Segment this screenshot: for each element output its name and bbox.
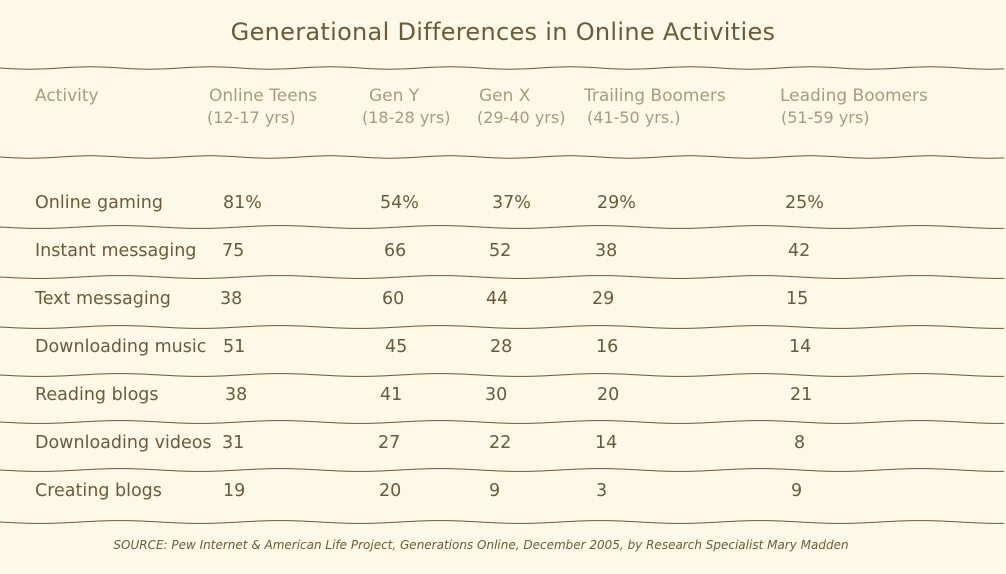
table-cell: 31 (222, 433, 245, 453)
rule-line (0, 155, 1005, 159)
column-header: Leading Boomers (780, 86, 928, 106)
column-header-subtitle: (51-59 yrs) (781, 108, 870, 127)
table-cell: 29 (592, 289, 615, 309)
row-label: Downloading music (35, 337, 207, 357)
table-cell: 60 (382, 289, 405, 309)
rule-line (0, 225, 1005, 229)
table-cell: 38 (595, 241, 618, 261)
table-cell: 25% (785, 193, 824, 213)
row-label: Creating blogs (35, 481, 162, 501)
table-cell: 30 (485, 385, 508, 405)
rule-line (0, 66, 1005, 70)
row-label: Downloading videos (35, 433, 212, 453)
rule-line (0, 325, 1005, 329)
table-cell: 9 (489, 481, 501, 501)
table-cell: 45 (385, 337, 408, 357)
rule-line (0, 520, 1005, 524)
row-label: Instant messaging (35, 241, 197, 261)
table-cell: 29% (597, 193, 636, 213)
chart-title: Generational Differences in Online Activ… (230, 18, 776, 46)
table-cell: 3 (596, 481, 608, 501)
column-header: Gen X (479, 86, 531, 106)
table-cell: 14 (595, 433, 618, 453)
row-label: Online gaming (35, 193, 163, 213)
table-cell: 15 (786, 289, 809, 309)
table-cell: 66 (384, 241, 407, 261)
table-cell: 81% (223, 193, 262, 213)
rule-line (0, 275, 1005, 279)
column-header: Gen Y (369, 86, 420, 106)
table-cell: 42 (788, 241, 811, 261)
table-cell: 75 (222, 241, 245, 261)
column-header-subtitle: (41-50 yrs.) (587, 108, 681, 127)
rule-line (0, 373, 1005, 377)
table-cell: 44 (486, 289, 509, 309)
table-cell: 37% (492, 193, 531, 213)
table-cell: 54% (380, 193, 419, 213)
row-label: Text messaging (35, 289, 171, 309)
column-header-subtitle: (29-40 yrs) (477, 108, 566, 127)
column-header: Online Teens (209, 86, 318, 106)
table-cell: 9 (791, 481, 803, 501)
table-cell: 21 (790, 385, 813, 405)
table-cell: 38 (220, 289, 243, 309)
column-header: Trailing Boomers (584, 86, 726, 106)
table-cell: 19 (223, 481, 246, 501)
source-note: SOURCE: Pew Internet & American Life Pro… (113, 538, 849, 552)
row-label: Reading blogs (35, 385, 159, 405)
column-header: Activity (35, 86, 99, 106)
column-header-subtitle: (18-28 yrs) (362, 108, 451, 127)
table-cell: 38 (225, 385, 248, 405)
table-cell: 52 (489, 241, 512, 261)
table-cell: 16 (596, 337, 619, 357)
table-cell: 22 (489, 433, 512, 453)
table-cell: 51 (223, 337, 246, 357)
rule-line (0, 420, 1005, 424)
column-header-subtitle: (12-17 yrs) (207, 108, 296, 127)
rule-line (0, 468, 1005, 472)
table-cell: 28 (490, 337, 513, 357)
table-cell: 27 (378, 433, 401, 453)
table-cell: 20 (597, 385, 620, 405)
table-cell: 14 (789, 337, 812, 357)
table-cell: 20 (379, 481, 402, 501)
table-cell: 41 (380, 385, 403, 405)
table-cell: 8 (794, 433, 806, 453)
